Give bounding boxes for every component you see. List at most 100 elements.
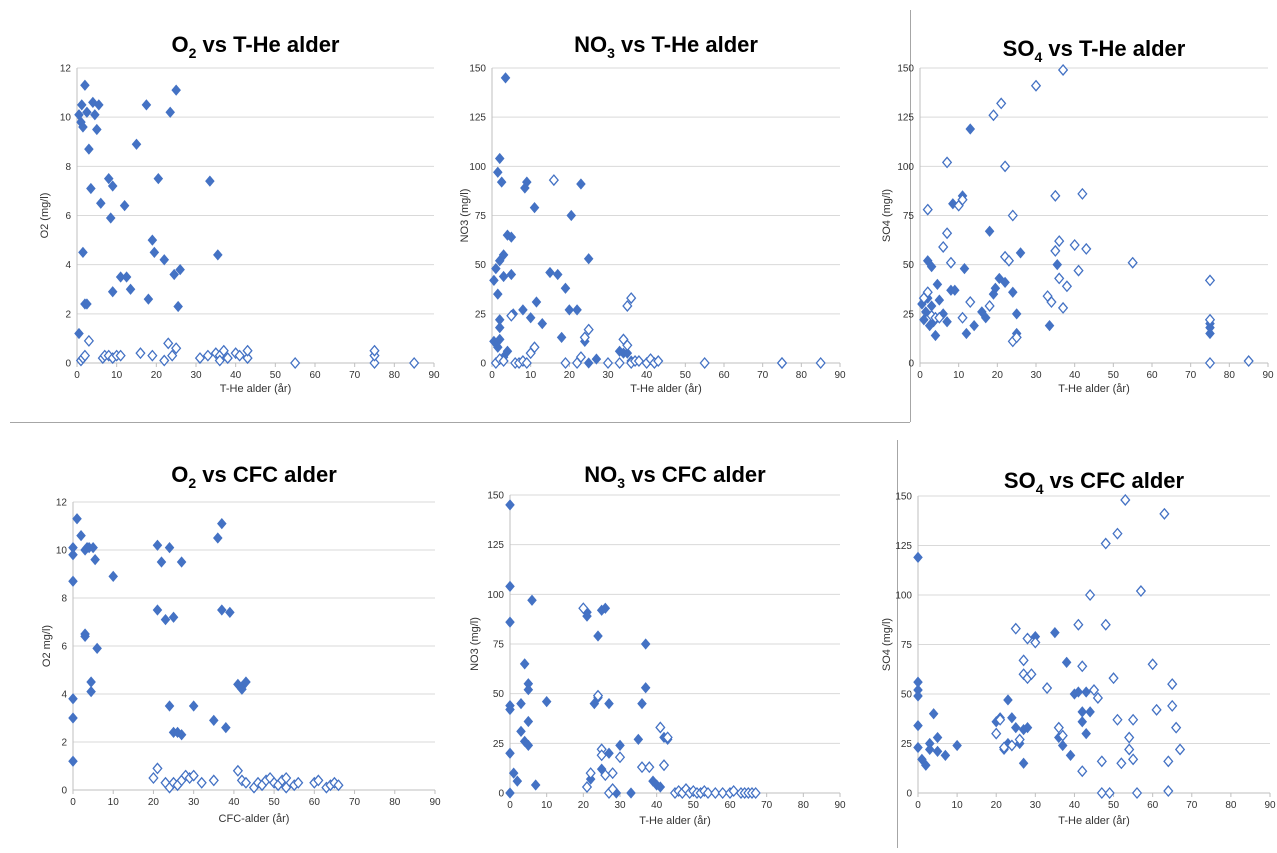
x-tick-label: 80 [1224,370,1236,381]
y-tick-label: 12 [56,498,68,509]
data-point-filled [1081,686,1091,698]
chart-no3-vs-the: NO3 vs T-He alder 0 25 50 75 100 125 150 0 10 20 30… [450,20,895,415]
y-tick-label: 6 [61,642,67,653]
data-point-filled [604,697,614,710]
data-point-filled [932,745,943,758]
y-tick-label: 10 [60,113,72,124]
x-axis-label: T-He alder (år) [220,383,292,395]
data-point-filled [640,638,651,650]
data-point-open [369,356,380,370]
data-point-open [1204,313,1216,326]
x-tick-label: 90 [1262,370,1274,381]
data-point-open [313,774,324,787]
data-point-filled [152,604,163,616]
data-point-filled [1011,308,1022,320]
data-point-open [1174,743,1186,756]
data-point-filled [1050,627,1060,639]
data-point-filled [591,353,602,365]
y-tick-label: 150 [487,491,504,502]
data-point-filled [500,72,511,84]
y-tick-label: 6 [65,211,71,222]
data-point-open [922,286,933,299]
y-axis-label: O2 (mg/l) [39,193,51,239]
chart-svg: O2 vs CFC alder 0 2 4 6 8 10 12 0 10 20 30 40 50 60 70 8… [41,462,441,825]
data-point-filled [86,676,96,688]
x-tick-label: 10 [953,370,965,381]
data-point-filled [78,121,88,133]
data-point-open [1057,63,1069,76]
data-point-open [581,781,593,794]
data-point-filled [92,123,102,136]
data-point-open [214,354,225,367]
x-tick-label: 30 [602,370,614,381]
data-point-open [1116,757,1127,770]
y-tick-label: 125 [469,113,486,124]
data-point-open [602,356,614,370]
data-point-filled [505,616,515,628]
data-point-filled [176,556,187,568]
data-point-open [506,309,517,322]
data-point-filled [494,333,505,346]
data-point-open [135,347,146,360]
data-point-filled [516,725,526,738]
data-point-filled [92,642,102,655]
data-point-filled [76,529,86,542]
data-point-open [1057,729,1068,742]
data-point-open [941,227,953,240]
y-tick-label: 125 [897,113,914,124]
data-point-open [242,352,253,365]
data-point-filled [950,284,960,296]
y-tick-label: 0 [61,786,67,797]
x-tick-label: 50 [269,797,281,808]
data-point-filled [237,683,247,695]
data-point-open [1041,682,1053,695]
data-point-filled [119,200,130,212]
data-point-open [1026,668,1037,681]
x-tick-label: 30 [188,797,200,808]
data-point-filled [969,320,979,332]
chart-svg: SO4 vs T-He alder 0 25 50 75 100 125 150 0 10 20 30… [881,36,1274,395]
x-tick-label: 10 [108,797,120,808]
data-point-open [1167,678,1178,691]
y-tick-label: 150 [897,64,914,75]
x-axis-label: T-He alder (år) [639,815,711,827]
data-point-filled [560,282,571,294]
data-point-open [1135,585,1147,598]
data-point-filled [566,209,577,222]
data-point-open [1006,739,1017,752]
data-point-filled [88,541,98,554]
data-point-open [938,240,949,253]
y-axis-label: NO3 (mg/l) [469,617,481,671]
data-point-open [1204,356,1216,370]
data-point-filled [68,693,78,705]
data-point-filled [152,539,163,551]
y-tick-label: 75 [475,211,487,222]
x-tick-label: 80 [1225,800,1237,811]
data-point-filled [523,739,534,751]
data-point-open [281,781,292,794]
y-tick-label: 12 [60,64,72,75]
y-tick-label: 125 [487,540,504,551]
data-point-filled [213,532,223,544]
x-tick-label: 90 [429,797,441,808]
data-point-filled [494,255,505,267]
x-tick-label: 0 [70,797,76,808]
x-tick-label: 80 [389,797,401,808]
data-point-open [1057,301,1069,314]
x-tick-label: 50 [680,370,692,381]
x-tick-label: 80 [796,370,808,381]
data-point-open [1077,187,1088,200]
y-tick-label: 150 [895,492,912,503]
x-tick-label: 20 [148,797,160,808]
data-point-filled [241,676,251,688]
data-point-open [148,771,159,785]
data-point-filled [121,271,132,283]
data-point-open [202,349,214,362]
data-point-filled [913,720,923,732]
y-tick-label: 8 [65,162,71,173]
x-tick-label: 60 [718,370,730,381]
y-tick-label: 10 [56,546,68,557]
data-point-open [815,356,826,370]
data-point-filled [168,611,179,623]
data-point-filled [205,175,215,187]
